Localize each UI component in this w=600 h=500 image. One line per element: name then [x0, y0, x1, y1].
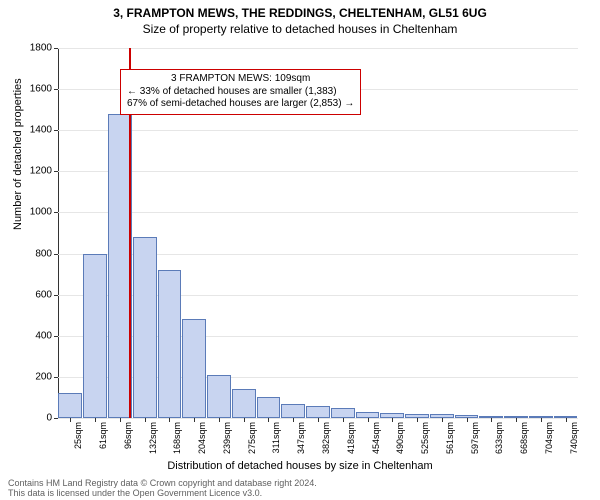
y-tick-label: 400	[12, 330, 52, 341]
x-tick-mark	[442, 418, 443, 422]
y-tick-label: 600	[12, 289, 52, 300]
y-tick-mark	[54, 377, 58, 378]
y-tick-label: 800	[12, 248, 52, 259]
y-tick-mark	[54, 254, 58, 255]
y-tick-mark	[54, 212, 58, 213]
histogram-bar	[257, 397, 281, 418]
x-axis-label: Distribution of detached houses by size …	[0, 460, 600, 472]
x-tick-label: 61sqm	[98, 422, 108, 462]
y-tick-mark	[54, 48, 58, 49]
histogram-bar	[207, 375, 231, 418]
x-tick-label: 525sqm	[420, 422, 430, 462]
x-tick-label: 382sqm	[321, 422, 331, 462]
x-tick-label: 168sqm	[172, 422, 182, 462]
x-tick-mark	[343, 418, 344, 422]
x-tick-mark	[268, 418, 269, 422]
x-tick-label: 490sqm	[395, 422, 405, 462]
x-tick-mark	[566, 418, 567, 422]
chart-title: 3, FRAMPTON MEWS, THE REDDINGS, CHELTENH…	[0, 0, 600, 20]
histogram-bar	[133, 237, 157, 418]
footer-line: Contains HM Land Registry data © Crown c…	[8, 478, 317, 498]
x-tick-label: 239sqm	[222, 422, 232, 462]
chart-subtitle: Size of property relative to detached ho…	[0, 20, 600, 36]
histogram-bar	[83, 254, 107, 418]
plot-region: 02004006008001000120014001600180025sqm61…	[58, 48, 578, 418]
x-tick-mark	[70, 418, 71, 422]
annotation-box: 3 FRAMPTON MEWS: 109sqm← 33% of detached…	[120, 69, 361, 115]
x-tick-label: 704sqm	[544, 422, 554, 462]
x-tick-mark	[318, 418, 319, 422]
x-tick-mark	[417, 418, 418, 422]
annotation-line: 67% of semi-detached houses are larger (…	[127, 98, 354, 111]
x-tick-label: 454sqm	[371, 422, 381, 462]
gridline	[58, 212, 578, 213]
histogram-bar	[182, 319, 206, 418]
x-tick-label: 96sqm	[123, 422, 133, 462]
y-tick-mark	[54, 171, 58, 172]
x-tick-label: 132sqm	[148, 422, 158, 462]
x-tick-mark	[541, 418, 542, 422]
y-tick-mark	[54, 130, 58, 131]
chart-area: 02004006008001000120014001600180025sqm61…	[58, 48, 578, 418]
chart-container: 3, FRAMPTON MEWS, THE REDDINGS, CHELTENH…	[0, 0, 600, 500]
x-tick-mark	[392, 418, 393, 422]
x-tick-label: 740sqm	[569, 422, 579, 462]
y-tick-mark	[54, 336, 58, 337]
y-tick-label: 200	[12, 371, 52, 382]
x-tick-label: 275sqm	[247, 422, 257, 462]
x-tick-mark	[491, 418, 492, 422]
histogram-bar	[232, 389, 256, 418]
histogram-bar	[331, 408, 355, 418]
histogram-bar	[281, 404, 305, 418]
y-axis-label: Number of detached properties	[12, 78, 24, 230]
x-tick-mark	[194, 418, 195, 422]
y-tick-mark	[54, 418, 58, 419]
histogram-bar	[306, 406, 330, 418]
y-tick-mark	[54, 295, 58, 296]
y-tick-label: 1800	[12, 43, 52, 54]
x-tick-mark	[145, 418, 146, 422]
annotation-line: ← 33% of detached houses are smaller (1,…	[127, 86, 354, 99]
x-tick-mark	[95, 418, 96, 422]
footer-text: Contains HM Land Registry data © Crown c…	[8, 478, 317, 498]
x-tick-label: 311sqm	[271, 422, 281, 462]
gridline	[58, 48, 578, 49]
y-axis-line	[58, 48, 59, 418]
x-tick-mark	[244, 418, 245, 422]
x-tick-mark	[293, 418, 294, 422]
histogram-bar	[58, 393, 82, 418]
x-tick-mark	[120, 418, 121, 422]
x-tick-mark	[169, 418, 170, 422]
y-tick-label: 0	[12, 413, 52, 424]
annotation-line: 3 FRAMPTON MEWS: 109sqm	[127, 73, 354, 86]
x-tick-label: 597sqm	[470, 422, 480, 462]
x-tick-label: 418sqm	[346, 422, 356, 462]
gridline	[58, 130, 578, 131]
x-tick-mark	[467, 418, 468, 422]
x-tick-mark	[368, 418, 369, 422]
histogram-bar	[158, 270, 182, 418]
x-tick-label: 25sqm	[73, 422, 83, 462]
x-tick-label: 668sqm	[519, 422, 529, 462]
x-tick-label: 347sqm	[296, 422, 306, 462]
x-tick-mark	[516, 418, 517, 422]
x-tick-mark	[219, 418, 220, 422]
gridline	[58, 171, 578, 172]
y-tick-mark	[54, 89, 58, 90]
x-tick-label: 561sqm	[445, 422, 455, 462]
x-tick-label: 633sqm	[494, 422, 504, 462]
x-tick-label: 204sqm	[197, 422, 207, 462]
